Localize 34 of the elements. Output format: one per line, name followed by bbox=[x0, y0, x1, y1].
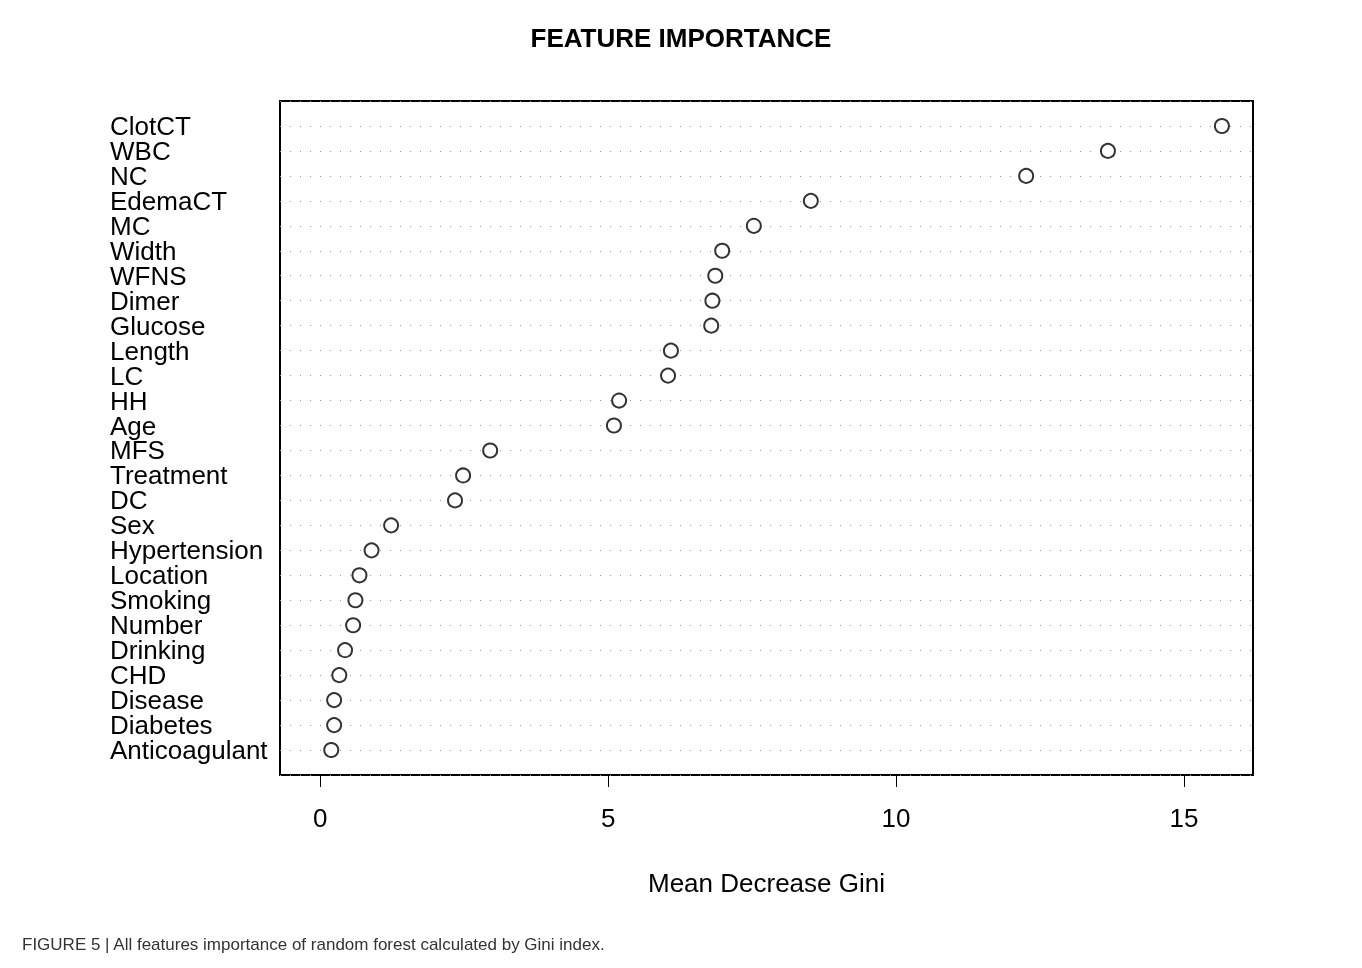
point bbox=[347, 592, 364, 609]
point bbox=[703, 317, 720, 334]
point bbox=[714, 242, 731, 259]
x-tick-label: 10 bbox=[881, 803, 911, 833]
x-tick-label: 15 bbox=[1169, 803, 1199, 833]
point bbox=[323, 742, 340, 759]
caption: FIGURE 5 | All features importance of random forest calculated by Gini index. bbox=[22, 935, 605, 954]
point bbox=[326, 692, 343, 709]
chart-title: FEATURE IMPORTANCE bbox=[530, 23, 832, 53]
x-tick-label: 5 bbox=[600, 803, 616, 833]
point bbox=[1213, 117, 1230, 134]
point bbox=[351, 567, 368, 584]
point bbox=[331, 667, 348, 684]
point bbox=[337, 642, 354, 659]
point bbox=[707, 267, 724, 284]
point bbox=[660, 367, 677, 384]
x-tick-label: 0 bbox=[313, 803, 328, 833]
x-axis-title: Mean Decrease Gini bbox=[648, 868, 885, 898]
point bbox=[802, 192, 819, 209]
point bbox=[745, 217, 762, 234]
point bbox=[1099, 142, 1116, 159]
point bbox=[363, 542, 380, 559]
point bbox=[1018, 167, 1035, 184]
point bbox=[345, 617, 362, 634]
point bbox=[605, 417, 622, 434]
point bbox=[326, 717, 343, 734]
point bbox=[611, 392, 628, 409]
point bbox=[662, 342, 679, 359]
y-tick-label: Smoking bbox=[110, 585, 212, 616]
point bbox=[482, 442, 499, 459]
point bbox=[455, 467, 472, 484]
point bbox=[447, 492, 464, 509]
point bbox=[704, 292, 721, 309]
point bbox=[383, 517, 400, 534]
